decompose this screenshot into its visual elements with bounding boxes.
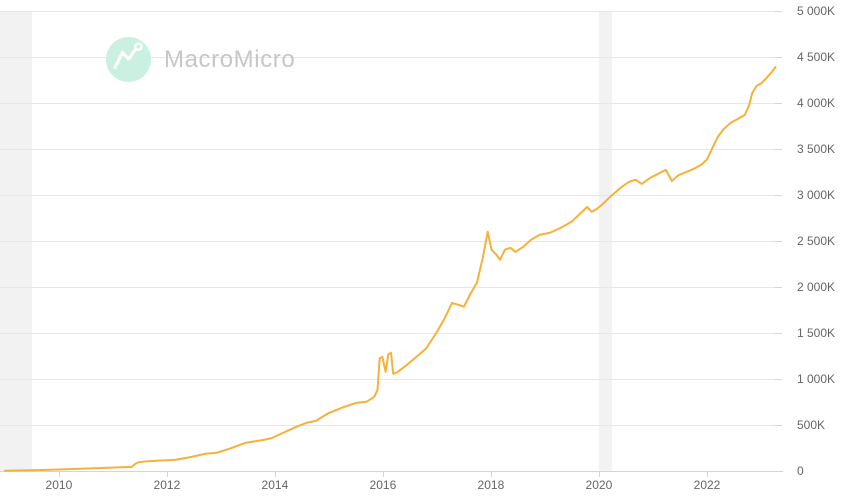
x-axis-label: 2010 [46, 478, 73, 492]
logo-text: MacroMicro [164, 46, 296, 73]
y-axis-label: 2 500K [797, 234, 835, 248]
y-axis-label: 1 500K [797, 326, 835, 340]
x-axis-label: 2022 [694, 478, 721, 492]
x-axis-label: 2014 [262, 478, 289, 492]
x-axis-label: 2016 [370, 478, 397, 492]
mountain-line-chart-icon [113, 42, 143, 70]
x-axis-label: 2018 [478, 478, 505, 492]
x-axis-label: 2020 [586, 478, 613, 492]
y-axis-label: 1 000K [797, 372, 835, 386]
y-axis-label: 3 000K [797, 188, 835, 202]
y-axis-label: 2 000K [797, 280, 835, 294]
series-line[interactable] [3, 66, 777, 472]
y-axis-label: 4 500K [797, 50, 835, 64]
macromicro-logo: MacroMicro [106, 37, 295, 82]
y-axis-label: 5 000K [797, 4, 835, 18]
y-axis-labels: 0 500K 1 000K 1 500K 2 000K 2 500K 3 000K 3 500… [797, 4, 835, 478]
x-axis-labels: 2010 2012 2014 2016 2018 2020 2022 [46, 478, 721, 492]
y-axis-label: 0 [797, 464, 804, 478]
y-axis-label: 4 000K [797, 96, 835, 110]
x-axis-label: 2012 [154, 478, 181, 492]
logo-circle [106, 37, 151, 82]
y-axis-label: 500K [797, 418, 825, 432]
y-axis-label: 3 500K [797, 142, 835, 156]
axis-ticks [59, 11, 782, 477]
